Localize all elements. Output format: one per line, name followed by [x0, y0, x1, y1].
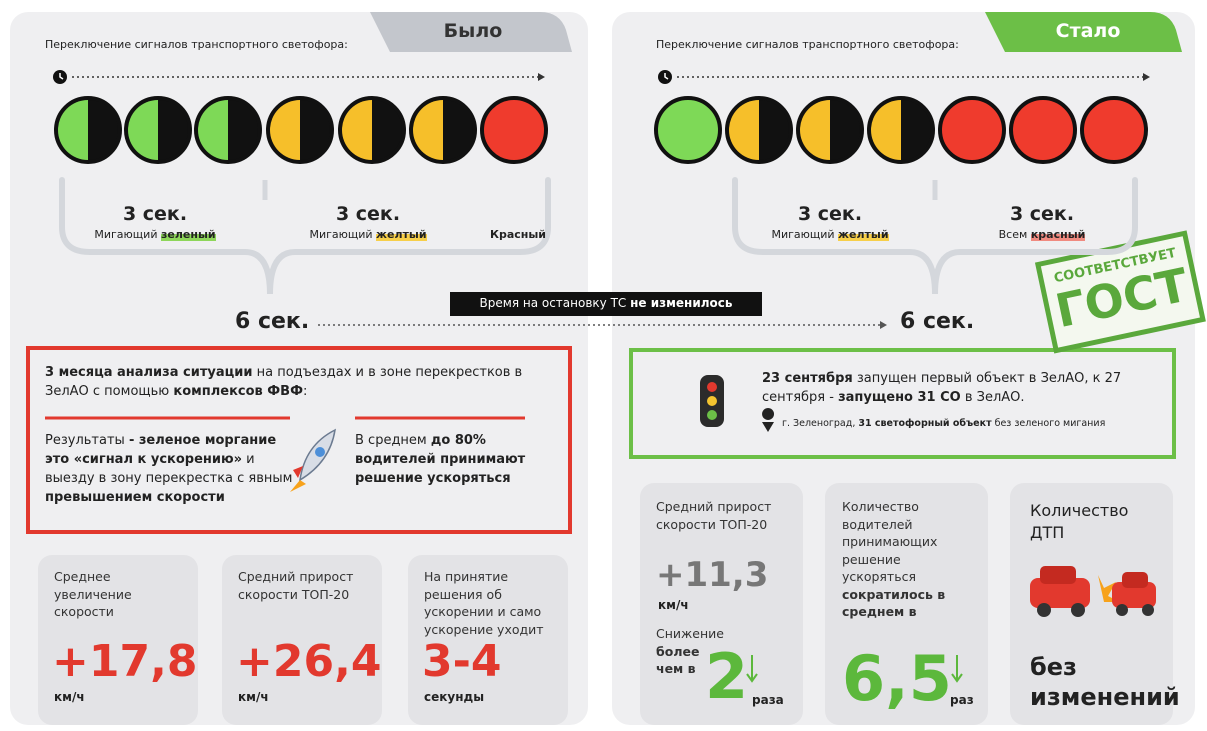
- total: 6 сек.: [900, 308, 974, 337]
- card-label: Средний прирост скорости ТОП-20: [238, 568, 373, 603]
- launch-location: г. Зеленоград, 31 светофорный объект без…: [782, 418, 1105, 430]
- phase-duration: 3 сек.: [942, 202, 1142, 227]
- phase-label: Мигающий желтый: [730, 228, 930, 242]
- tab-before: Было: [398, 19, 548, 44]
- caption: Переключение сигналов транспортного свет…: [656, 38, 959, 52]
- text-segment: зеленый: [161, 228, 216, 241]
- text-segment: более чем в: [656, 644, 699, 677]
- text-segment: Количество водителей принимающих решение…: [842, 499, 937, 584]
- phase-label: Мигающий зеленый: [55, 228, 255, 242]
- card-label: Среднее увеличение скорости: [54, 568, 189, 621]
- phase-duration: 3 сек.: [268, 202, 468, 227]
- card-value: без изменений: [1030, 652, 1180, 712]
- analysis-intro: 3 месяца анализа ситуации на подъездах и…: [45, 364, 555, 402]
- signal: [1082, 98, 1146, 162]
- phase-label: Всем красный: [942, 228, 1142, 242]
- text-segment: без зеленого мигания: [992, 418, 1106, 429]
- card-factor: 2: [705, 646, 748, 708]
- infographic: Было Стало Переключение сигналов транспо…: [0, 0, 1207, 731]
- text-segment: Время на остановку ТС: [480, 296, 631, 310]
- total: 6 сек.: [235, 308, 309, 337]
- text-segment: :: [303, 384, 307, 399]
- text-segment: желтый: [838, 228, 889, 241]
- text-segment: 31 светофорный объект: [858, 418, 991, 429]
- text-segment: Всем: [999, 228, 1031, 241]
- card-factor-unit: раза: [752, 693, 784, 709]
- card-label: Средний прирост скорости ТОП-20: [656, 498, 786, 533]
- analysis-share: В среднем до 80% водителей принимают реш…: [355, 432, 535, 489]
- text-segment: превышением скорости: [45, 490, 225, 505]
- text-segment: Красный: [490, 228, 546, 241]
- card-unit: км/ч: [54, 690, 85, 706]
- signal: [482, 98, 546, 162]
- text-segment: Мигающий: [771, 228, 838, 241]
- card-label: Количество ДТП: [1030, 500, 1140, 543]
- card-unit: км/ч: [658, 598, 689, 614]
- caption: Переключение сигналов транспортного свет…: [45, 38, 348, 52]
- card-value: +26,4: [236, 640, 381, 684]
- text-segment: красный: [1031, 228, 1086, 241]
- text-segment: 3 месяца анализа ситуации: [45, 365, 252, 380]
- card-value: +11,3: [656, 558, 768, 592]
- card-unit: км/ч: [238, 690, 269, 706]
- note: Время на остановку ТС не изменилось: [450, 296, 762, 312]
- text-segment: г. Зеленоград,: [782, 418, 858, 429]
- text-segment: комплексов ФВФ: [173, 384, 303, 399]
- card-value: 3-4: [422, 640, 502, 684]
- tab-after: Стало: [1013, 19, 1163, 44]
- card-label: На принятие решения об ускорении и само …: [424, 568, 559, 638]
- traffic-light-icon: [700, 375, 724, 427]
- launch-text: 23 сентября запущен первый объект в ЗелА…: [762, 370, 1162, 408]
- card-label: Количество водителей принимающих решение…: [842, 498, 977, 621]
- card-unit: секунды: [424, 690, 484, 706]
- card-value: 6,5: [842, 648, 952, 710]
- text-segment: 23 сентября: [762, 371, 853, 386]
- signal: [940, 98, 1004, 162]
- signal: [656, 98, 720, 162]
- text-segment: в ЗелАО.: [961, 390, 1025, 405]
- phase-label: Красный: [418, 228, 618, 242]
- text-segment: сократилось в среднем в: [842, 587, 945, 620]
- text-segment: Мигающий: [94, 228, 161, 241]
- text-segment: не изменилось: [630, 296, 732, 310]
- analysis-results: Результаты - зеленое моргание это «сигна…: [45, 432, 295, 507]
- text-segment: Результаты: [45, 433, 129, 448]
- text-segment: запущено 31 СО: [838, 390, 961, 405]
- phase-duration: 3 сек.: [730, 202, 930, 227]
- card-unit: раз: [950, 693, 974, 709]
- text-segment: В среднем: [355, 433, 431, 448]
- card-value: +17,8: [52, 640, 197, 684]
- phase-duration: 3 сек.: [55, 202, 255, 227]
- text-segment: Снижение: [656, 626, 724, 641]
- signal: [1011, 98, 1075, 162]
- text-segment: Мигающий: [309, 228, 376, 241]
